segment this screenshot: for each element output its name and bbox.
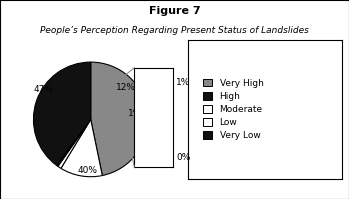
Text: People’s Perception Regarding Present Status of Landslides: People’s Perception Regarding Present St… <box>40 26 309 35</box>
Wedge shape <box>91 62 148 176</box>
Text: 1%: 1% <box>128 109 143 118</box>
Text: 1%: 1% <box>176 78 191 87</box>
Wedge shape <box>58 119 91 168</box>
Text: 0%: 0% <box>176 153 191 162</box>
Text: 47%: 47% <box>34 85 54 94</box>
Legend: Very High, High, Moderate, Low, Very Low: Very High, High, Moderate, Low, Very Low <box>201 76 266 143</box>
Wedge shape <box>61 119 102 177</box>
Text: Figure 7: Figure 7 <box>149 6 200 16</box>
Wedge shape <box>57 119 91 166</box>
Wedge shape <box>34 62 91 165</box>
Text: 40%: 40% <box>78 167 98 176</box>
Text: 12%: 12% <box>116 83 136 92</box>
